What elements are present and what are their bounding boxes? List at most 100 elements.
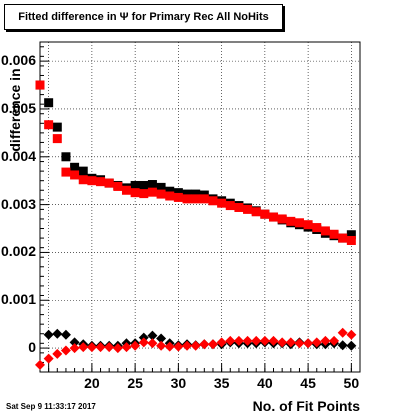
diamond-point (182, 340, 193, 351)
square-point (35, 80, 45, 90)
square-point (156, 182, 166, 192)
diamond-point (35, 359, 45, 370)
x-tick-label: 35 (213, 375, 230, 391)
title-box: Fitted difference in Ψ for Primary Rec A… (4, 4, 283, 30)
square-point (156, 189, 166, 199)
diamond-point (60, 345, 71, 356)
diamond-point (156, 333, 167, 344)
square-point (70, 170, 80, 180)
square-point (130, 188, 140, 198)
diamond-point (294, 338, 305, 349)
diamond-point (277, 337, 288, 348)
y-tick-label: 0.001 (0, 291, 36, 308)
y-tick-label: 0.006 (0, 52, 36, 69)
square-point (147, 187, 157, 197)
x-axis-label: No. of Fit Points (252, 398, 360, 414)
square-point (191, 189, 201, 199)
square-point (303, 220, 313, 230)
square-point (217, 198, 227, 208)
x-tick-label: 25 (127, 375, 143, 391)
diamond-point (104, 342, 115, 353)
data-points (35, 80, 357, 370)
diamond-point (242, 335, 253, 346)
diamond-point (147, 338, 158, 349)
square-point (130, 180, 140, 190)
diamond-point (52, 348, 63, 359)
square-point (44, 120, 54, 130)
y-tick-label: 0.002 (0, 243, 36, 260)
diamond-point (337, 340, 348, 351)
square-point (121, 185, 131, 195)
square-point (191, 194, 201, 204)
square-point (96, 177, 106, 187)
diamond-point (190, 340, 201, 351)
square-point (52, 134, 62, 144)
square-point (139, 189, 149, 199)
chart-title: Fitted difference in Ψ for Primary Rec A… (18, 11, 269, 23)
square-point (147, 180, 157, 190)
diamond-point (112, 343, 123, 354)
square-point (139, 180, 149, 190)
square-point (78, 166, 88, 176)
diamond-point (320, 335, 331, 346)
diamond-point (121, 342, 132, 353)
square-point (208, 196, 218, 206)
square-point (44, 98, 54, 108)
square-point (182, 194, 192, 204)
square-point (251, 207, 261, 217)
x-tick-label: 50 (343, 375, 360, 391)
square-point (173, 188, 183, 198)
diamond-point (86, 342, 97, 353)
square-point (225, 201, 235, 211)
square-point (113, 181, 123, 191)
square-point (312, 223, 322, 233)
diamond-point (346, 340, 357, 351)
square-point (286, 216, 296, 226)
diamond-point (311, 337, 322, 348)
diamond-point (251, 335, 262, 346)
y-tick-label: 0.003 (0, 195, 36, 212)
square-point (70, 162, 80, 172)
square-point (243, 204, 253, 214)
diamond-point (216, 337, 227, 348)
diamond-point (164, 341, 175, 352)
square-point (269, 212, 279, 222)
diamond-point (285, 337, 296, 348)
plot-frame (39, 41, 361, 373)
diamond-point (95, 342, 106, 353)
y-tick-label: 0 (28, 339, 36, 356)
diamond-point (147, 330, 158, 341)
square-point (260, 209, 270, 219)
diamond-point (69, 343, 80, 354)
x-tick-label: 45 (300, 375, 316, 391)
diamond-point (43, 329, 54, 340)
y-tick-label: 0.005 (0, 99, 36, 116)
square-point (173, 192, 183, 202)
square-point (104, 178, 114, 188)
square-point (199, 194, 209, 204)
square-point (165, 191, 175, 201)
diamond-point (52, 328, 63, 339)
square-point (338, 233, 348, 243)
diamond-point (337, 327, 348, 338)
diamond-point (69, 337, 80, 348)
square-point (329, 229, 339, 239)
diamond-point (225, 335, 236, 346)
diamond-point (268, 335, 279, 346)
square-point (294, 218, 304, 228)
square-point (346, 235, 356, 245)
x-tick-label: 30 (170, 375, 187, 391)
x-tick-label: 20 (84, 375, 100, 391)
y-tick-label: 0.004 (0, 147, 36, 164)
diamond-point (303, 338, 314, 349)
diamond-point (156, 340, 167, 351)
diamond-point (329, 335, 340, 346)
square-point (277, 214, 287, 224)
diamond-point (43, 353, 54, 364)
square-point (182, 189, 192, 199)
square-point (234, 202, 244, 212)
axes (39, 46, 361, 373)
diamond-point (130, 340, 141, 351)
diamond-point (346, 329, 357, 340)
